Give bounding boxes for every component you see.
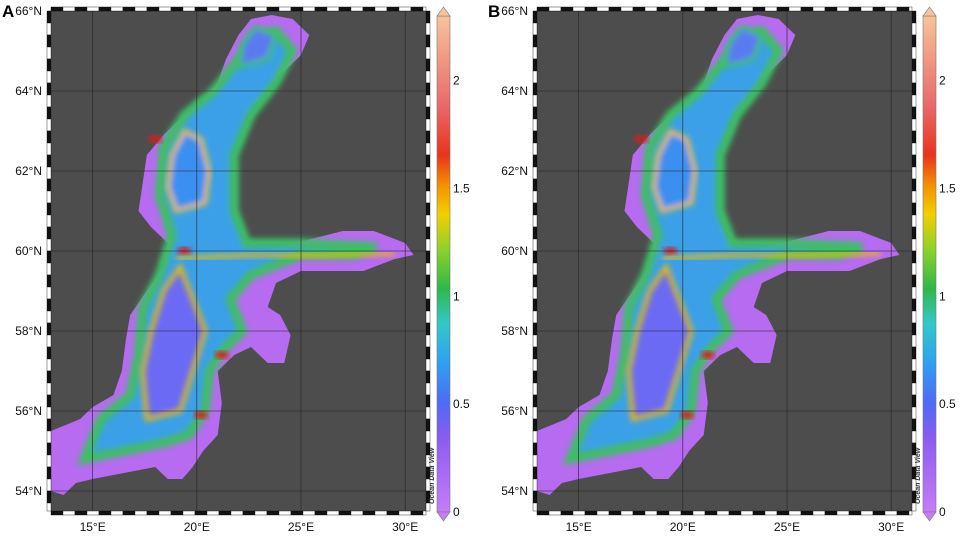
sea-peak-spot (194, 411, 208, 419)
graticule (51, 10, 426, 511)
lat-tick-label: 54°N (501, 484, 528, 498)
colorbar-tick-label: 0 (453, 505, 460, 519)
sea-green-rim (76, 26, 378, 466)
sea-peak-spot (214, 351, 229, 359)
lat-tick-label: 64°N (15, 84, 42, 98)
panel-label-b: B (488, 2, 501, 21)
sea-peak-spot (148, 135, 163, 143)
lat-tick-label: 56°N (501, 404, 528, 418)
lon-tick-label: 30°E (878, 520, 904, 534)
sea-field (51, 15, 414, 495)
ocean-data-view-watermark: Ocean Data View (915, 447, 922, 504)
colorbar-tick-label: 0.5 (939, 397, 956, 411)
map-frame (532, 6, 917, 516)
lat-tick-label: 66°N (15, 4, 42, 18)
lat-tick-label: 62°N (501, 164, 528, 178)
colorbar-max-arrow (922, 6, 937, 17)
graticule (537, 10, 912, 511)
lon-tick-label: 25°E (774, 520, 800, 534)
map-panel-a: 66°N 64°N 62°N 60°N 58°N 56°N 54°N 15°E 20°E 25°E… (2, 2, 470, 534)
colorbar-tick-label: 1.5 (453, 182, 470, 196)
lat-tick-label: 54°N (15, 484, 42, 498)
map-frame (46, 6, 431, 516)
colorbar-tick-label: 0.5 (453, 397, 470, 411)
colorbar-min-arrow (436, 511, 451, 522)
colorbar-tick-label: 2 (453, 74, 460, 88)
lon-tick-label: 25°E (288, 520, 314, 534)
lat-tick-label: 60°N (501, 244, 528, 258)
sea-peak-spot (634, 135, 649, 143)
colorbar: 0 0.5 1 1.5 2 (922, 6, 956, 522)
colorbar-tick-label: 2 (939, 74, 946, 88)
colorbar-max-arrow (436, 6, 451, 17)
sea-bay-zone (721, 24, 765, 70)
lon-tick-label: 15°E (80, 520, 106, 534)
sea-bay-zone (235, 24, 279, 70)
lat-tick-label: 58°N (501, 324, 528, 338)
lon-tick-label: 30°E (392, 520, 418, 534)
sea-high-rim (626, 262, 694, 422)
sea-basin-deep (628, 267, 692, 419)
sea-green-rim (562, 26, 864, 466)
lat-tick-label: 56°N (15, 404, 42, 418)
sea-peak-spot (700, 351, 715, 359)
lat-tick-label: 58°N (15, 324, 42, 338)
sea-peak-spot (680, 411, 694, 419)
colorbar: 0 0.5 1 1.5 2 (436, 6, 470, 522)
lon-tick-label: 20°E (670, 520, 696, 534)
lon-tick-label: 20°E (184, 520, 210, 534)
lat-tick-label: 60°N (15, 244, 42, 258)
sea-high-rim (140, 262, 208, 422)
sea-gulf-band (175, 251, 395, 261)
sea-field (537, 15, 900, 495)
lat-tick-label: 64°N (501, 84, 528, 98)
panel-label-a: A (2, 2, 15, 21)
colorbar-min-arrow (922, 511, 937, 522)
colorbar-tick-label: 0 (939, 505, 946, 519)
lat-tick-label: 66°N (501, 4, 528, 18)
lat-tick-label: 62°N (15, 164, 42, 178)
map-panel-b: 66°N 64°N 62°N 60°N 58°N 56°N 54°N 15°E 20°E 25°E… (486, 0, 972, 548)
sea-gulf-band (661, 251, 881, 261)
map-figure-a: 66°N 64°N 62°N 60°N 58°N 56°N 54°N 15°E 20°E 25°E… (15, 4, 470, 534)
colorbar-tick-label: 1 (453, 289, 460, 303)
map-figure-b: 66°N 64°N 62°N 60°N 58°N 56°N 54°N 15°E 20°E 25°E… (501, 4, 956, 534)
lon-tick-label: 15°E (566, 520, 592, 534)
colorbar-tick-label: 1 (939, 289, 946, 303)
colorbar-tick-label: 1.5 (939, 182, 956, 196)
ocean-data-view-watermark: Ocean Data View (429, 447, 436, 504)
